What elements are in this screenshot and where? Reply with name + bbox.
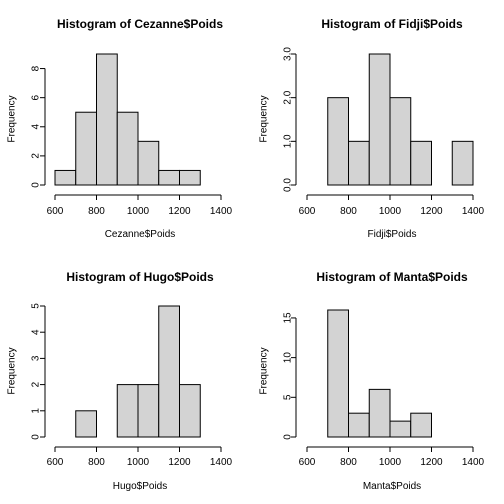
- x-tick-label: 1200: [420, 457, 443, 468]
- x-axis-title: Fidji$Poids: [368, 229, 417, 240]
- histogram-bar: [389, 420, 412, 438]
- x-tick-label: 1000: [127, 206, 150, 217]
- y-tick-label: 5: [283, 394, 294, 400]
- y-tick-label: 1.0: [283, 134, 294, 148]
- histogram-bar: [368, 388, 391, 438]
- histogram-bar: [327, 97, 349, 186]
- histogram-bar: [137, 384, 160, 438]
- x-tick-label: 1000: [127, 457, 150, 468]
- y-tick-label: 2: [31, 153, 42, 159]
- y-tick-label: 2: [31, 381, 42, 387]
- histogram-bar: [158, 169, 180, 186]
- histogram-bar: [96, 53, 118, 186]
- x-tick-label: 600: [299, 457, 316, 468]
- x-tick-label: 600: [47, 206, 64, 217]
- y-tick-label: 6: [31, 94, 42, 100]
- x-tick-label: 800: [340, 206, 357, 217]
- x-tick-label: 1400: [210, 457, 233, 468]
- chart-title: Histogram of Fidji$Poids: [321, 17, 463, 31]
- histogram-bar: [75, 111, 97, 186]
- histogram-bar: [410, 412, 432, 438]
- histogram-bar: [451, 140, 474, 186]
- y-tick-label: 4: [31, 329, 42, 335]
- y-tick-label: 0: [31, 182, 42, 188]
- x-tick-label: 1200: [168, 206, 191, 217]
- x-tick-label: 1200: [420, 206, 443, 217]
- histogram-bar: [116, 111, 139, 186]
- histogram-bar: [179, 384, 201, 438]
- x-tick-label: 800: [88, 457, 105, 468]
- y-tick-label: 2.0: [283, 90, 294, 104]
- y-axis-title: Frequency: [259, 347, 270, 394]
- x-tick-label: 600: [47, 457, 64, 468]
- y-tick-label: 0: [31, 434, 42, 440]
- y-tick-label: 1: [31, 408, 42, 414]
- y-axis-title: Frequency: [259, 95, 270, 142]
- histogram-panel-2: Histogram of Fidji$Poids 600 800 1000 1200 14…: [259, 17, 485, 240]
- histogram-bar: [116, 384, 139, 438]
- chart-title: Histogram of Hugo$Poids: [66, 270, 214, 284]
- histogram-bar: [389, 97, 412, 186]
- y-tick-label: 15: [283, 312, 294, 324]
- x-tick-label: 1200: [168, 457, 191, 468]
- y-axis-title: Frequency: [7, 347, 18, 394]
- histogram-panel-1: Histogram of Cezanne$Poids 600 800 1000 1200…: [7, 17, 233, 240]
- histogram-bar: [54, 169, 77, 186]
- histogram-bar: [348, 412, 370, 438]
- y-tick-label: 3: [31, 355, 42, 361]
- x-tick-label: 1400: [462, 206, 485, 217]
- histogram-bar: [368, 53, 391, 186]
- x-tick-label: 1400: [462, 457, 485, 468]
- x-axis-title: Hugo$Poids: [113, 481, 167, 492]
- chart-title: Histogram of Manta$Poids: [316, 270, 468, 284]
- y-tick-label: 4: [31, 124, 42, 130]
- histogram-bar: [410, 140, 432, 186]
- x-tick-label: 800: [88, 206, 105, 217]
- x-tick-label: 1000: [379, 457, 402, 468]
- y-tick-label: 0.0: [283, 178, 294, 192]
- histogram-panel-4: Histogram of Manta$Poids 600 800 1000 1200 14…: [259, 270, 485, 492]
- histogram-bar: [158, 305, 180, 438]
- histogram-bar: [348, 140, 370, 186]
- histogram-bar: [179, 169, 201, 186]
- x-tick-label: 1000: [379, 206, 402, 217]
- x-tick-label: 800: [340, 457, 357, 468]
- y-tick-label: 8: [31, 65, 42, 71]
- histogram-bar: [137, 140, 160, 186]
- chart-title: Histogram of Cezanne$Poids: [57, 17, 223, 31]
- x-tick-label: 600: [299, 206, 316, 217]
- x-tick-label: 1400: [210, 206, 233, 217]
- histogram-bar: [75, 410, 97, 438]
- y-tick-label: 3.0: [283, 47, 294, 61]
- y-tick-label: 5: [31, 303, 42, 309]
- y-axis-title: Frequency: [7, 95, 18, 142]
- y-tick-label: 0: [283, 434, 294, 440]
- x-axis-title: Manta$Poids: [363, 481, 421, 492]
- y-tick-label: 10: [283, 352, 294, 364]
- x-axis-title: Cezanne$Poids: [105, 229, 176, 240]
- histogram-bar: [327, 309, 349, 438]
